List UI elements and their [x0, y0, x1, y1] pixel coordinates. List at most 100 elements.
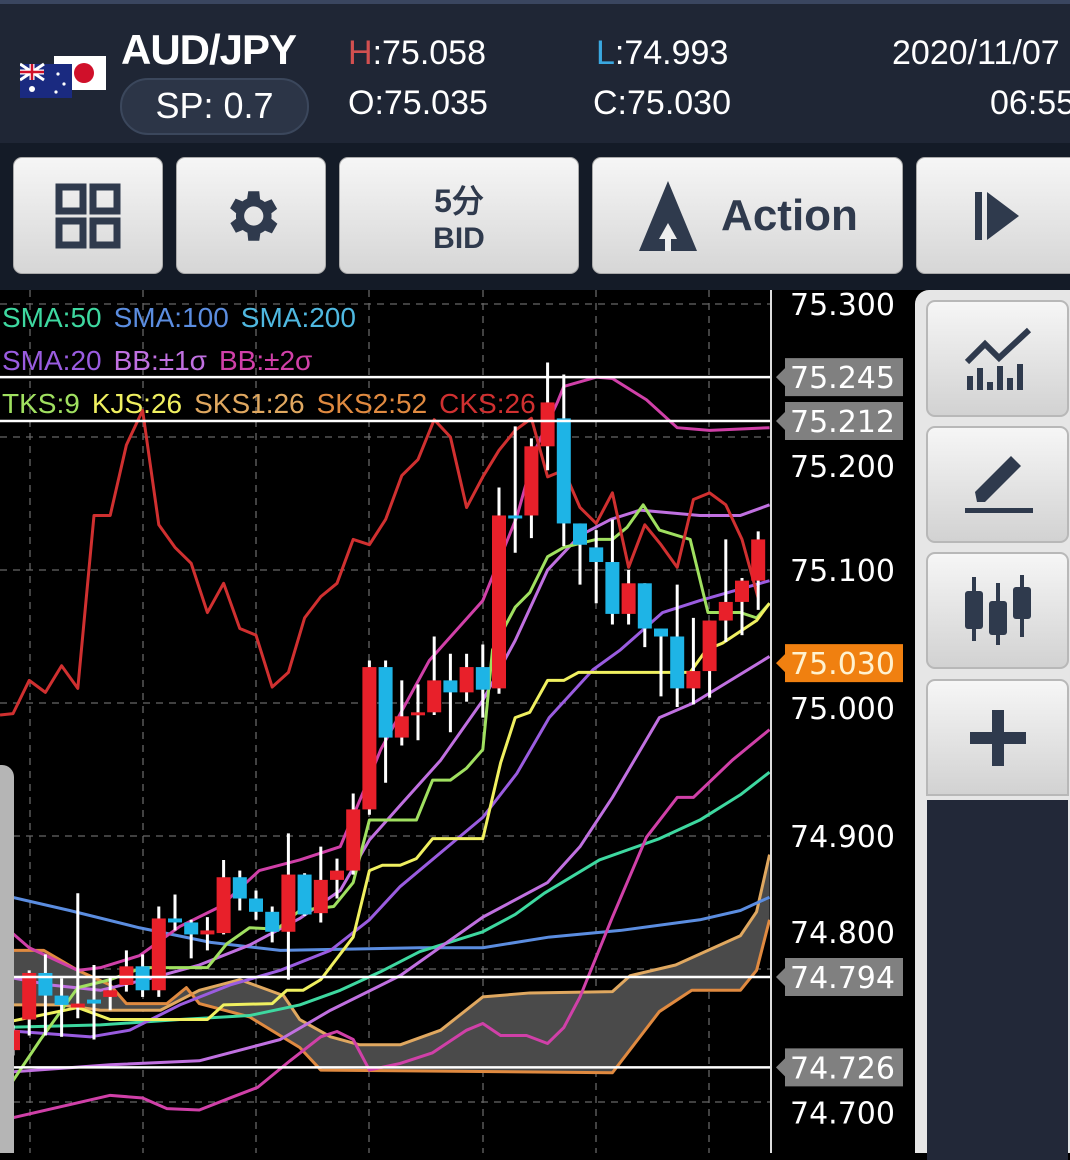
candle-body	[54, 995, 69, 1005]
panel-background	[927, 800, 1068, 1160]
date: 2020/11/07	[892, 34, 1060, 72]
candle	[168, 894, 182, 931]
candle-body	[70, 1003, 85, 1008]
legend-item[interactable]: TKS:9	[2, 388, 80, 419]
plus-icon	[969, 709, 1026, 766]
legend-row-ichimoku: TKS:9 KJS:26 SKS1:26 SKS2:52 CKS:26	[2, 388, 548, 420]
high-key: H	[348, 34, 373, 72]
candle-body	[443, 680, 458, 693]
candle-body	[621, 583, 636, 614]
action-label: Action	[721, 190, 858, 240]
drawing-button[interactable]	[926, 426, 1069, 543]
legend-item[interactable]: SMA:20	[2, 345, 102, 376]
candle	[751, 531, 766, 610]
legend-item[interactable]: SMA:200	[240, 302, 356, 333]
high-value: :75.058	[372, 34, 487, 72]
legend-item[interactable]: BB:±1σ	[113, 345, 207, 376]
legend-item[interactable]: CKS:26	[439, 388, 536, 419]
candle-body	[362, 667, 377, 810]
legend-item[interactable]: SMA:50	[2, 302, 102, 333]
candle	[38, 954, 53, 1036]
legend-row-sma: SMA:50 SMA:100 SMA:200	[2, 302, 368, 334]
price-tick-label: 75.200	[790, 450, 895, 485]
open-price: O:75.035	[348, 84, 488, 122]
horizontal-levels[interactable]	[0, 375, 770, 1069]
candle	[556, 374, 571, 547]
candle-body	[378, 667, 393, 738]
series-line	[0, 893, 771, 952]
price-tick-label: 75.300	[790, 290, 895, 323]
candle-body	[151, 918, 166, 991]
add-button[interactable]	[926, 679, 1069, 796]
candle	[621, 570, 636, 625]
side-drawer-handle[interactable]	[0, 765, 14, 1153]
candle-body	[411, 712, 425, 716]
candle	[297, 873, 312, 916]
price-axis: 75.300 75.200 75.100 75.000 74.900 74.800 74.7…	[770, 290, 915, 1153]
close-price: C:75.030	[593, 84, 731, 122]
legend-item[interactable]: SKS1:26	[194, 388, 305, 419]
level-marker-label: 75.212	[790, 405, 895, 440]
candle-body	[265, 911, 280, 932]
level-marker-label: 74.726	[790, 1051, 895, 1086]
candle	[718, 539, 733, 642]
instrument-header: AUD/JPY SP: 0.7 H:75.058 L:74.993 O:75.0…	[0, 0, 1070, 143]
candle	[475, 644, 490, 718]
settings-button[interactable]	[176, 157, 326, 274]
indicator-chart-icon	[964, 327, 1031, 390]
candle-body	[654, 628, 668, 637]
legend-item[interactable]: KJS:26	[91, 388, 183, 419]
candle-body	[87, 999, 101, 1004]
candle-body	[313, 879, 328, 914]
spread-badge: SP: 0.7	[120, 78, 309, 135]
candle	[119, 950, 134, 992]
candle-body	[103, 990, 118, 997]
candlestick-icon	[964, 574, 1031, 645]
candle	[524, 438, 539, 539]
candle	[249, 890, 263, 920]
candle	[54, 978, 69, 1037]
level-marker-bg	[776, 358, 903, 397]
candle-body	[427, 680, 442, 713]
high-price: H:75.058	[348, 34, 486, 73]
low-price: L:74.993	[596, 34, 728, 73]
action-button[interactable]: Action	[592, 157, 903, 274]
price-chart[interactable]: 75.300 75.200 75.100 75.000 74.900 74.800 74.7…	[0, 290, 915, 1153]
candle-body	[232, 877, 247, 899]
candle	[670, 584, 685, 707]
candle-body	[540, 402, 555, 447]
chart-type-button[interactable]	[926, 552, 1069, 669]
candle	[735, 577, 749, 636]
candle-body	[492, 515, 506, 689]
level-marker-bg	[776, 1048, 903, 1087]
candle-body	[556, 418, 571, 524]
ichimoku-cloud	[0, 854, 770, 1073]
series-line	[0, 602, 771, 1025]
candle	[184, 919, 199, 959]
candle	[540, 362, 555, 471]
layout-button[interactable]	[13, 157, 163, 274]
grid-layout-icon	[55, 183, 121, 248]
currency-pair[interactable]: AUD/JPY	[121, 26, 297, 73]
legend-item[interactable]: SKS2:52	[316, 388, 428, 419]
price-tick-label: 75.000	[790, 692, 895, 727]
candles	[6, 362, 766, 1056]
candle-body	[508, 515, 523, 519]
series-line	[0, 408, 760, 717]
current-price-bg	[776, 644, 903, 683]
candle	[702, 620, 717, 698]
legend-item[interactable]: SMA:100	[113, 302, 229, 333]
aud-jpy-flags-icon	[20, 56, 106, 98]
timeframe-button[interactable]: 5分 BID	[339, 157, 579, 274]
play-button[interactable]	[916, 157, 1070, 274]
indicators-button[interactable]	[926, 300, 1069, 417]
candle-body	[589, 547, 604, 563]
candle	[605, 519, 620, 625]
candle	[492, 487, 506, 694]
candle	[346, 793, 361, 875]
legend-item[interactable]: BB:±2σ	[218, 345, 313, 376]
candle-body	[475, 667, 490, 690]
candle	[443, 653, 458, 733]
price-tick-label: 75.100	[790, 554, 895, 589]
candle	[573, 523, 587, 585]
